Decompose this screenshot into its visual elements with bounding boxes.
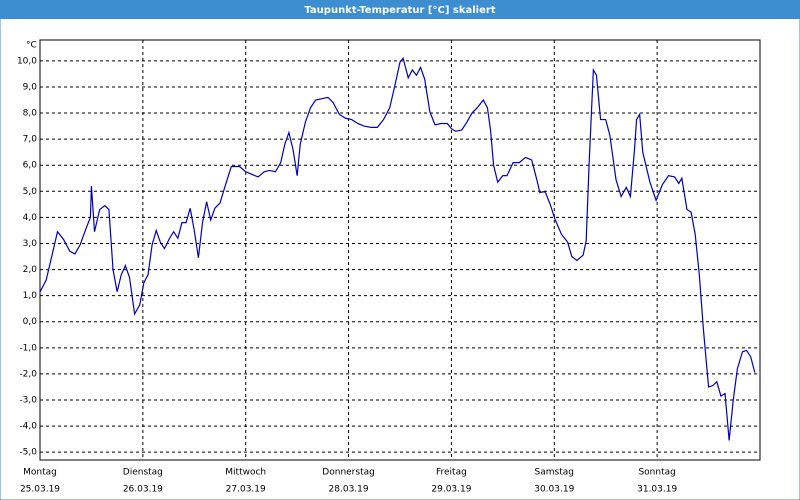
- y-tick-label: 2,0: [23, 265, 38, 275]
- x-tick-label: Donnerstag: [322, 468, 375, 478]
- y-tick-label: -4,0: [19, 422, 37, 432]
- x-tick-date: 29.03.19: [431, 485, 471, 495]
- y-tick-label: 10,0: [17, 56, 37, 66]
- y-tick-label: -5,0: [19, 448, 37, 458]
- y-tick-label: 4,0: [23, 213, 38, 223]
- x-tick-date: 27.03.19: [226, 485, 266, 495]
- x-tick-date: 28.03.19: [329, 485, 369, 495]
- x-tick-date: 31.03.19: [637, 485, 677, 495]
- y-tick-label: 8,0: [23, 109, 38, 119]
- y-tick-label: 7,0: [23, 135, 38, 145]
- data-line: [39, 56, 756, 441]
- y-tick-label: 0,0: [23, 317, 38, 327]
- x-tick-label: Montag: [23, 468, 57, 478]
- title-bar: [0, 0, 800, 19]
- y-tick-label: -2,0: [19, 369, 37, 379]
- y-tick-label: 3,0: [23, 239, 38, 249]
- plot-area: [39, 39, 761, 461]
- x-tick-label: Dienstag: [123, 468, 163, 478]
- x-tick-label: Sonntag: [638, 468, 675, 478]
- y-tick-label: -1,0: [19, 343, 37, 353]
- x-tick-label: Samstag: [535, 468, 574, 478]
- y-tick-label: 1,0: [23, 291, 38, 301]
- x-tick-label: Freitag: [436, 468, 467, 478]
- y-tick-label: 6,0: [23, 161, 38, 171]
- x-tick-date: 25.03.19: [20, 485, 60, 495]
- y-tick-label: -3,0: [19, 396, 37, 406]
- x-tick-date: 30.03.19: [534, 485, 574, 495]
- y-unit: °C: [26, 41, 37, 51]
- y-tick-label: 9,0: [23, 82, 38, 92]
- chart-title: Taupunkt-Temperatur [°C] skaliert: [304, 5, 495, 16]
- x-tick-date: 26.03.19: [123, 485, 163, 495]
- x-tick-label: Mittwoch: [225, 468, 266, 478]
- y-tick-label: 5,0: [23, 187, 38, 197]
